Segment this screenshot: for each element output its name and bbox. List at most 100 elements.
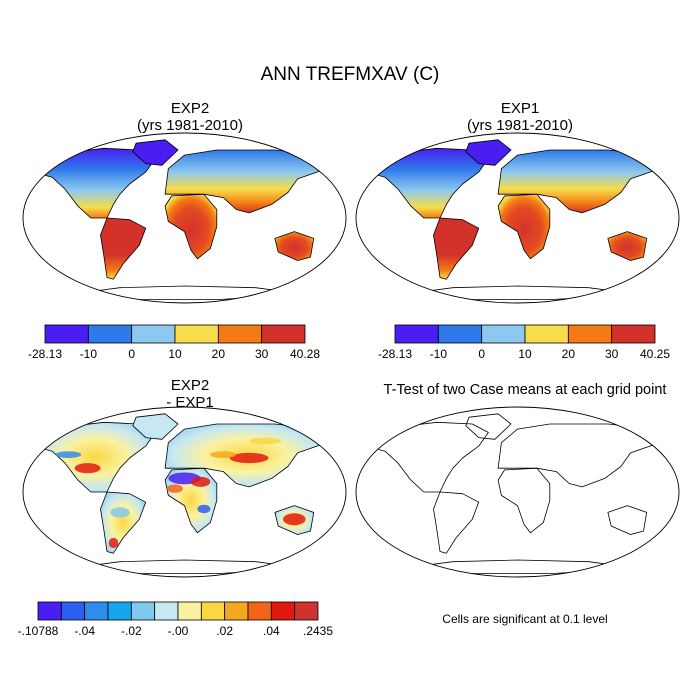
map-ttest-antarctica-outline	[400, 559, 641, 574]
colorbar-exp2: -28.13 -10 0 10 20 30 40.28	[28, 324, 320, 361]
map-ttest-australia-outline	[607, 505, 648, 535]
map-diff-anomaly-patch	[74, 463, 101, 474]
map-diff-anomaly-patch	[55, 451, 82, 458]
map-diff-samerica-outline	[100, 491, 147, 554]
map-diff-anomaly-patch	[108, 537, 119, 549]
colorbar-exp2-swatch	[131, 324, 176, 344]
colorbar-diff-swatch	[60, 601, 86, 621]
map-diff-anomaly-patch	[249, 437, 282, 445]
colorbar-diff-swatch	[177, 601, 202, 621]
map-exp2-antarctica-outline	[67, 285, 308, 301]
map-diff-antarctica-outline	[67, 559, 308, 574]
colorbar-exp1-tick-label: -10	[430, 347, 448, 361]
panel-exp1-title: EXP1 (yrs 1981-2010)	[370, 100, 670, 134]
colorbar-diff-swatch	[37, 601, 62, 621]
map-diff-anomaly-patch	[166, 484, 183, 493]
map-diff-anomaly-patch	[210, 451, 237, 458]
map-ttest-frame	[355, 406, 680, 578]
colorbar-exp1-tick-label: 10	[518, 347, 532, 361]
colorbar-diff-swatch	[270, 601, 296, 621]
map-exp2	[22, 132, 347, 304]
panel-exp1-title-line2: (yrs 1981-2010)	[467, 117, 573, 134]
panel-exp2-title: EXP2 (yrs 1981-2010)	[40, 100, 340, 134]
map-ttest-africa-outline	[497, 467, 551, 534]
colorbar-diff-swatch	[224, 601, 249, 621]
map-exp1-frame	[355, 132, 680, 304]
colorbar-diff-swatch	[130, 601, 156, 621]
colorbar-diff-tick-label: -.00	[168, 624, 189, 638]
map-exp2-frame	[22, 132, 347, 304]
map-exp2-africa-outline	[164, 193, 218, 260]
map-ttest-greenland-outline	[465, 413, 512, 440]
colorbar-diff-swatch	[107, 601, 132, 621]
map-diff-greenland-outline	[132, 413, 179, 440]
colorbar-diff-swatch	[154, 601, 179, 621]
colorbar-exp2-tick-label: 40.28	[290, 347, 320, 361]
colorbar-diff-tick-label: .02	[216, 624, 233, 638]
colorbar-diff-swatch	[247, 601, 272, 621]
colorbar-exp2-tick-label: -10	[80, 347, 98, 361]
colorbar-diff-swatch	[200, 601, 226, 621]
panel-ttest-title: T-Test of two Case means at each grid po…	[383, 382, 667, 398]
colorbar-exp2-tick-label: 30	[255, 347, 269, 361]
panel-exp2-title-line1: EXP2	[170, 100, 210, 117]
colorbar-exp2-tick-label: 20	[212, 347, 226, 361]
map-ttest-samerica-outline	[433, 491, 480, 554]
colorbar-diff-tick-label: -.04	[74, 624, 95, 638]
colorbar-diff-swatch	[294, 601, 319, 621]
colorbar-exp2-swatch	[44, 324, 89, 344]
map-diff-anomaly-patch	[283, 513, 306, 526]
colorbar-exp2-tick-label: 10	[168, 347, 182, 361]
colorbar-exp2-swatch	[174, 324, 219, 344]
colorbar-exp2-swatch	[217, 324, 263, 344]
map-exp1-australia-outline	[607, 231, 648, 261]
map-exp1-greenland-outline	[465, 139, 512, 166]
map-exp2-eurasia-outline	[164, 149, 328, 214]
colorbar-diff-tick-label: .04	[263, 624, 280, 638]
map-exp1-samerica-outline	[433, 217, 480, 280]
colorbar-diff: -.10788 -.04 -.02 -.00 .02 .04 .2435	[18, 601, 333, 638]
map-exp2-australia-outline	[274, 231, 315, 261]
colorbar-exp2-tick-label: 0	[128, 347, 135, 361]
map-exp1	[355, 132, 680, 304]
map-diff-anomaly-patch	[229, 452, 269, 464]
map-diff-anomaly-patch	[190, 476, 211, 487]
colorbar-exp2-tick-label: -28.13	[28, 347, 62, 361]
colorbar-exp1-swatch	[481, 324, 526, 344]
map-exp1-namerica-outline	[368, 147, 489, 219]
colorbar-diff-tick-label: .2435	[303, 624, 333, 638]
map-diff-namerica-outline	[35, 421, 156, 493]
colorbar-exp2-swatch	[261, 324, 306, 344]
colorbar-exp1-swatch	[611, 324, 656, 344]
colorbar-diff-tick-label: -.10788	[18, 624, 59, 638]
colorbar-exp1-tick-label: -28.13	[378, 347, 412, 361]
map-diff-anomaly-patch	[197, 504, 211, 514]
colorbar-exp1-swatch	[437, 324, 483, 344]
colorbar-exp1-swatch	[567, 324, 613, 344]
panel-ttest-note: Cells are significant at 0.1 level	[442, 612, 608, 626]
colorbar-exp1-swatch	[394, 324, 439, 344]
map-ttest-namerica-outline	[368, 421, 489, 493]
map-exp2-samerica-outline	[100, 217, 147, 280]
colorbar-exp1: -28.13 -10 0 10 20 30 40.25	[378, 324, 670, 361]
colorbar-exp1-tick-label: 0	[478, 347, 485, 361]
colorbar-exp2-swatch	[87, 324, 133, 344]
map-diff-anomaly-patch	[110, 507, 130, 518]
colorbar-exp1-swatch	[524, 324, 569, 344]
colorbar-diff-swatch	[84, 601, 109, 621]
map-diff	[22, 406, 347, 578]
map-diff-frame	[22, 406, 347, 578]
map-exp2-namerica-outline	[35, 147, 156, 219]
panel-exp2-title-line2: (yrs 1981-2010)	[137, 117, 243, 134]
panel-exp1-title-line1: EXP1	[500, 100, 540, 117]
map-ttest	[355, 406, 680, 578]
map-exp1-antarctica-outline	[400, 285, 641, 301]
map-ttest-eurasia-outline	[497, 423, 660, 488]
colorbar-exp1-tick-label: 40.25	[640, 347, 670, 361]
map-exp2-greenland-outline	[132, 139, 179, 166]
panel-diff-title-line1: EXP2	[170, 377, 210, 394]
map-exp1-eurasia-outline	[497, 149, 660, 214]
colorbar-diff-tick-label: -.02	[121, 624, 142, 638]
colorbar-exp1-tick-label: 20	[562, 347, 576, 361]
